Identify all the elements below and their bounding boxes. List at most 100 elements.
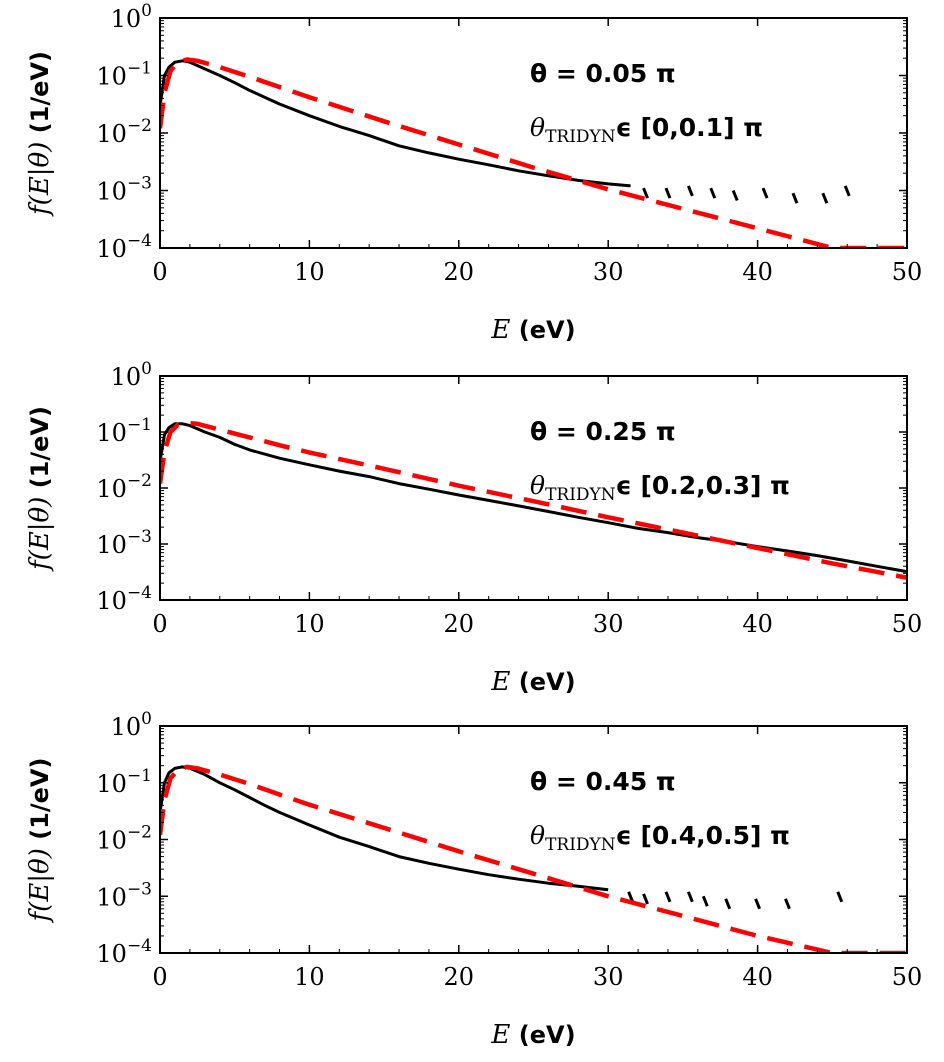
annotation-theta-range: θTRIDYNϵ [0.2,0.3] π <box>530 471 790 505</box>
y-tick-exponent: −4 <box>127 231 152 251</box>
x-tick-label: 30 <box>593 258 624 286</box>
x-axis-label-symbol: E <box>490 315 510 345</box>
fit-dashed-line <box>160 57 907 248</box>
y-tick-exponent: −3 <box>127 174 152 194</box>
x-axis-label: E (eV) <box>490 1020 575 1050</box>
x-axis-label-symbol: E <box>490 667 510 697</box>
y-tick-exponent: 0 <box>141 709 152 729</box>
annotation-range-subscript: TRIDYN <box>545 835 616 855</box>
annotation-theta-range: θTRIDYNϵ [0,0.1] π <box>530 113 763 147</box>
simulation-sparse-point <box>664 891 672 903</box>
y-tick-exponent: −1 <box>127 415 152 435</box>
y-tick-label: 100 <box>111 1 152 33</box>
annotation-range-symbol: θ <box>530 113 545 142</box>
y-axis-label: f(E|θ) (1/eV) <box>25 406 55 572</box>
simulation-sparse-point <box>642 187 649 199</box>
y-tick-label: 10−1 <box>96 415 152 447</box>
simulation-sparse-point <box>731 189 739 202</box>
x-tick-label: 10 <box>294 258 325 286</box>
y-tick-exponent: −1 <box>127 766 152 786</box>
simulation-line <box>160 59 631 188</box>
simulation-sparse-point <box>843 185 851 197</box>
annotation-theta: θ = 0.45 π <box>530 767 676 796</box>
y-axis-label-function: f(E|θ) <box>25 497 55 572</box>
x-tick-label: 30 <box>593 963 624 991</box>
annotation-range-text: ϵ [0,0.1] π <box>616 113 763 142</box>
y-tick-label: 10−2 <box>96 116 152 148</box>
y-tick-base: 10 <box>96 120 127 148</box>
fit-dashed-line <box>160 420 907 580</box>
y-tick-base: 10 <box>96 178 127 206</box>
y-tick-label: 10−3 <box>96 879 152 911</box>
y-tick-base: 10 <box>96 531 127 559</box>
simulation-sparse-point <box>627 891 635 903</box>
y-tick-label: 100 <box>111 359 152 391</box>
x-tick-label: 40 <box>742 610 773 638</box>
annotation-range-symbol: θ <box>530 471 545 500</box>
simulation-sparse-point <box>642 893 649 905</box>
y-tick-base: 10 <box>96 827 127 855</box>
x-axis-label: E (eV) <box>490 315 575 345</box>
y-tick-base: 10 <box>96 419 127 447</box>
annotation-range-subscript: TRIDYN <box>545 127 616 147</box>
y-tick-base: 10 <box>96 883 127 911</box>
x-tick-label: 40 <box>742 963 773 991</box>
x-tick-label: 50 <box>892 610 923 638</box>
y-tick-label: 10−4 <box>96 583 152 615</box>
y-tick-exponent: −4 <box>127 936 152 956</box>
x-tick-label: 0 <box>152 963 167 991</box>
simulation-line <box>160 765 609 892</box>
annotation-theta-range: θTRIDYNϵ [0.4,0.5] π <box>530 821 790 855</box>
x-tick-label: 50 <box>892 258 923 286</box>
y-tick-exponent: −3 <box>127 879 152 899</box>
y-tick-label: 10−2 <box>96 823 152 855</box>
simulation-sparse-point <box>724 898 732 910</box>
annotation-range-text: ϵ [0.2,0.3] π <box>616 471 790 500</box>
simulation-sparse-point <box>686 185 694 197</box>
simulation-sparse-point <box>701 895 709 907</box>
y-tick-label: 10−1 <box>96 766 152 798</box>
x-tick-label: 20 <box>444 963 475 991</box>
y-tick-label: 10−4 <box>96 231 152 263</box>
y-tick-label: 100 <box>111 709 152 741</box>
y-tick-exponent: 0 <box>141 1 152 21</box>
x-tick-label: 20 <box>444 258 475 286</box>
y-tick-exponent: −2 <box>127 823 152 843</box>
simulation-sparse-point <box>784 898 791 910</box>
annotation-range-text: ϵ [0.4,0.5] π <box>616 821 790 850</box>
x-tick-label: 50 <box>892 963 923 991</box>
plot-area <box>160 420 907 580</box>
simulation-sparse-point <box>821 192 829 204</box>
y-tick-base: 10 <box>96 770 127 798</box>
annotation-theta: θ = 0.05 π <box>530 59 676 88</box>
y-tick-label: 10−4 <box>96 936 152 968</box>
y-tick-label: 10−3 <box>96 527 152 559</box>
x-tick-label: 0 <box>152 258 167 286</box>
annotation-range-symbol: θ <box>530 821 545 850</box>
y-axis-label-unit: (1/eV) <box>26 406 54 497</box>
x-tick-label: 40 <box>742 258 773 286</box>
y-tick-exponent: −2 <box>127 116 152 136</box>
plot-area <box>160 764 907 953</box>
fit-dashed-line <box>160 764 907 953</box>
y-axis-label-unit: (1/eV) <box>26 758 54 849</box>
y-tick-label: 10−3 <box>96 174 152 206</box>
simulation-sparse-point <box>686 891 694 903</box>
y-tick-base: 10 <box>96 235 127 263</box>
x-tick-label: 20 <box>444 610 475 638</box>
y-tick-base: 10 <box>96 63 127 91</box>
y-axis-label-function: f(E|θ) <box>25 848 55 923</box>
y-tick-base: 10 <box>96 587 127 615</box>
simulation-sparse-point <box>754 898 761 910</box>
simulation-sparse-point <box>761 187 769 199</box>
simulation-sparse-point <box>836 891 844 903</box>
y-tick-exponent: −2 <box>127 471 152 491</box>
y-axis-label-unit: (1/eV) <box>26 51 54 142</box>
x-axis-label-unit: (eV) <box>510 1021 575 1049</box>
x-axis-label-unit: (eV) <box>510 668 575 696</box>
x-tick-label: 10 <box>294 963 325 991</box>
y-axis-label-function: f(E|θ) <box>25 142 55 217</box>
